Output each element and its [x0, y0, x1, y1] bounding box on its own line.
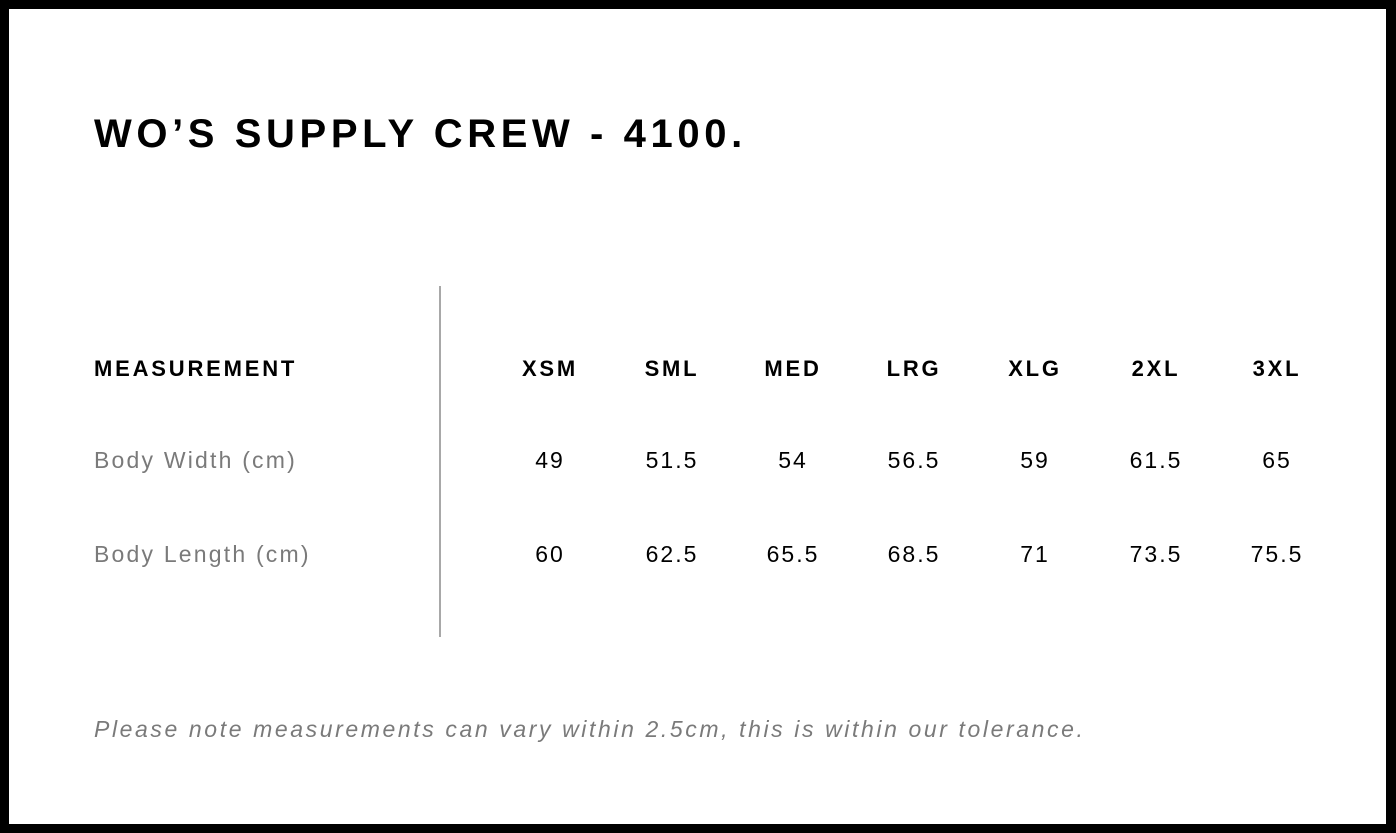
size-header-xsm: XSM: [521, 356, 579, 381]
table-cell: 68.5: [887, 541, 941, 567]
table-cell: 60: [535, 541, 565, 567]
size-header-sml: SML: [644, 356, 700, 381]
page-title: WO’S SUPPLY CREW - 4100.: [94, 112, 747, 156]
row-label: Body Length (cm): [94, 541, 311, 567]
table-cell: 75.5: [1250, 541, 1304, 567]
size-header-2xl: 2XL: [1131, 356, 1181, 381]
size-chart-card: WO’S SUPPLY CREW - 4100. MEASUREMENT XSM…: [9, 9, 1386, 824]
table-cell: 65.5: [766, 541, 820, 567]
column-divider: [439, 286, 441, 637]
table-cell: 73.5: [1129, 541, 1183, 567]
size-header-3xl: 3XL: [1252, 356, 1302, 381]
table-cell: 71: [1020, 541, 1050, 567]
table-cell: 49: [535, 447, 565, 473]
table-cell: 54: [778, 447, 808, 473]
table-cell: 56.5: [887, 447, 941, 473]
size-header-med: MED: [764, 356, 822, 381]
table-cell: 62.5: [645, 541, 699, 567]
table-cell: 61.5: [1129, 447, 1183, 473]
size-header-lrg: LRG: [886, 356, 942, 381]
table-cell: 51.5: [645, 447, 699, 473]
table-cell: 59: [1020, 447, 1050, 473]
measurement-header: MEASUREMENT: [94, 356, 298, 381]
tolerance-note: Please note measurements can vary within…: [94, 716, 1086, 742]
size-header-xlg: XLG: [1008, 356, 1062, 381]
row-label: Body Width (cm): [94, 447, 297, 473]
table-cell: 65: [1262, 447, 1292, 473]
